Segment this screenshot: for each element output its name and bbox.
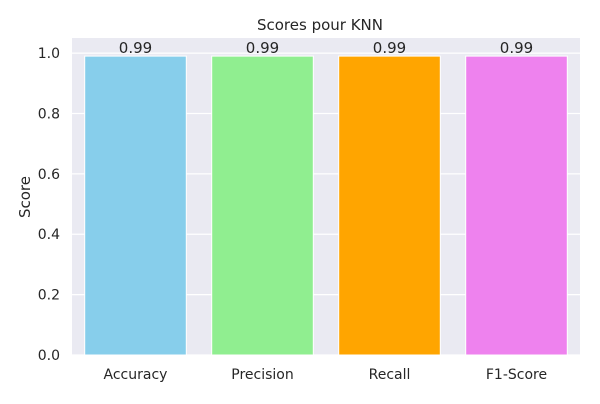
x-tick-label: F1-Score [486, 367, 547, 383]
y-tick-label: 0.4 [38, 227, 60, 243]
bars [84, 55, 568, 356]
bar-precision [211, 55, 314, 356]
y-tick-label: 0.6 [38, 167, 60, 183]
bar-value-label: 0.99 [119, 39, 152, 57]
chart-title: Scores pour KNN [257, 16, 383, 34]
bar-recall [338, 55, 441, 356]
y-tick-label: 0.0 [38, 348, 60, 364]
y-tick-label: 0.2 [38, 288, 60, 304]
y-tick-labels: 0.0 0.2 0.4 0.6 0.8 1.0 [38, 46, 60, 364]
x-tick-label: Precision [231, 367, 293, 383]
y-tick-label: 1.0 [38, 46, 60, 62]
x-tick-labels: Accuracy Precision Recall F1-Score [104, 367, 548, 383]
x-tick-label: Recall [369, 367, 411, 383]
bar-f1-score [465, 55, 568, 356]
y-tick-label: 0.8 [38, 106, 60, 122]
y-axis-label: Score [16, 176, 34, 218]
bar-value-label: 0.99 [246, 39, 279, 57]
bar-value-label: 0.99 [373, 39, 406, 57]
bar-value-label: 0.99 [500, 39, 533, 57]
bar-accuracy [84, 55, 187, 356]
x-tick-label: Accuracy [104, 367, 168, 383]
value-labels: 0.99 0.99 0.99 0.99 [119, 39, 533, 57]
